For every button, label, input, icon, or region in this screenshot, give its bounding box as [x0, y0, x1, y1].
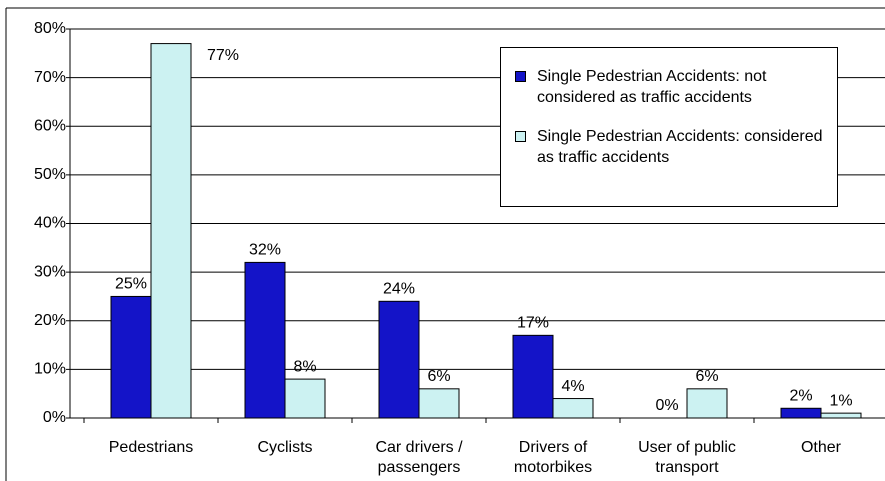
data-label: 32% [249, 242, 281, 259]
legend-swatch [515, 131, 526, 142]
bar [418, 388, 460, 419]
y-tick-label: 50% [34, 166, 66, 183]
x-tick-label: Pedestrians [108, 439, 194, 456]
bar [110, 295, 152, 419]
data-label: 1% [829, 392, 852, 409]
data-label: 2% [789, 387, 812, 404]
y-tick-label: 30% [34, 263, 66, 280]
data-label: 6% [695, 368, 718, 385]
bar [150, 43, 192, 419]
y-tick-label: 70% [34, 69, 66, 86]
y-tick-label: 0% [43, 409, 66, 426]
data-label: 24% [383, 281, 415, 298]
legend-item: Single Pedestrian Accidents: not conside… [515, 66, 827, 108]
legend-label: Single Pedestrian Accidents: not conside… [537, 68, 767, 106]
legend-item: Single Pedestrian Accidents: considered … [515, 126, 827, 168]
data-label: 6% [427, 368, 450, 385]
legend-swatch [515, 71, 526, 82]
bar [378, 300, 420, 419]
x-tick-label: Drivers of motorbikes [513, 439, 593, 476]
bar [686, 388, 728, 419]
bar [820, 412, 862, 419]
bar [780, 407, 822, 419]
bar [552, 398, 594, 419]
data-label: 17% [517, 315, 549, 332]
data-label: 0% [655, 397, 678, 414]
x-tick-label: Car drivers / passengers [375, 439, 463, 476]
bar [244, 261, 286, 419]
data-label: 77% [207, 47, 239, 64]
bar [512, 334, 554, 419]
y-tick-label: 40% [34, 215, 66, 232]
y-tick-label: 10% [34, 361, 66, 378]
legend: Single Pedestrian Accidents: not conside… [500, 47, 838, 207]
data-label: 8% [293, 358, 316, 375]
y-tick-label: 60% [34, 117, 66, 134]
y-tick-label: 80% [34, 20, 66, 37]
bar [284, 378, 326, 419]
data-label: 25% [115, 276, 147, 293]
x-tick-label: Other [800, 439, 841, 456]
x-tick-label: User of public transport [638, 439, 736, 476]
y-tick-label: 20% [34, 312, 66, 329]
legend-label: Single Pedestrian Accidents: considered … [537, 128, 823, 166]
x-tick-label: Cyclists [257, 439, 313, 456]
data-label: 4% [561, 378, 584, 395]
